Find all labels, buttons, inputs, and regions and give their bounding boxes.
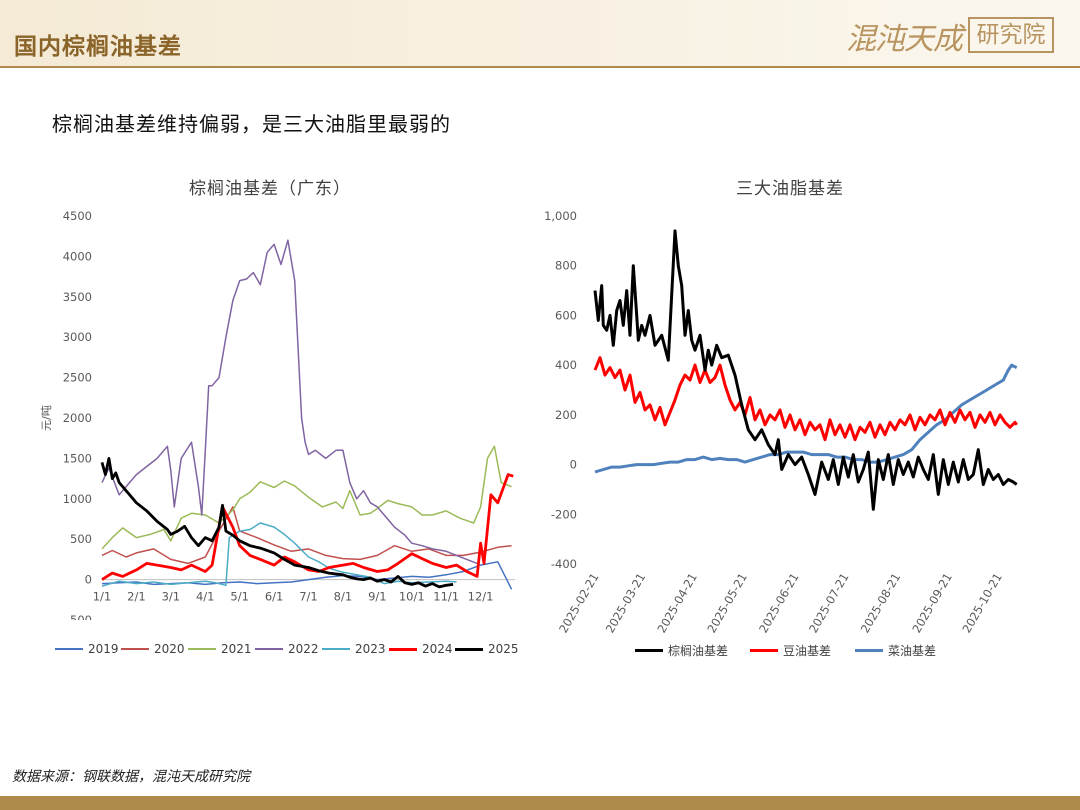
legend-swatch — [855, 649, 883, 652]
y-tick-label: 800 — [555, 259, 577, 273]
brand-box-label: 研究院 — [968, 17, 1054, 53]
y-tick-label: 1000 — [63, 492, 92, 506]
y-tick-label: 4500 — [63, 209, 92, 223]
series-line-2020 — [101, 506, 512, 565]
chart-palm-basis-guangdong: 4500 4000 3500 3000 2500 2000 1500 1000 500 0 -500… — [40, 209, 515, 620]
x-tick-label: 8/1 — [334, 590, 353, 604]
y-tick-label: 1,000 — [544, 209, 577, 223]
legend-left: 2019 2020 2021 2022 2023 2024 2025 — [55, 642, 525, 658]
y-tick-label: 1500 — [63, 451, 92, 465]
legend-swatch — [750, 649, 778, 652]
x-tick-label: 2025-06-21 — [756, 571, 802, 636]
brand-logo: 混沌天成 研究院 — [838, 10, 1060, 60]
chart-title-left: 棕榈油基差（广东） — [189, 179, 351, 199]
legend-item-2022: 2022 — [255, 642, 319, 656]
series-line-2025 — [100, 456, 454, 589]
legend-label: 2024 — [422, 642, 453, 656]
x-tick-label: 2025-10-21 — [959, 571, 1005, 636]
x-tick-label: 2025-08-21 — [858, 571, 904, 636]
y-tick-label: 2500 — [63, 371, 92, 385]
y-tick-label: 0 — [85, 573, 92, 587]
series-line-2019 — [101, 561, 513, 590]
x-tick-label: 2025-03-21 — [603, 571, 649, 636]
y-tick-label: 3000 — [63, 330, 92, 344]
header-bar — [0, 0, 1080, 66]
legend-swatch — [322, 648, 350, 650]
legend-label: 2020 — [154, 642, 185, 656]
legend-right: 棕榈油基差 豆油基差 菜油基差 — [635, 642, 965, 658]
y-tick-label: 4000 — [63, 249, 92, 263]
legend-swatch — [255, 648, 283, 650]
footer-bar — [0, 796, 1080, 810]
y-tick-label: 3500 — [63, 290, 92, 304]
brand-name: 混沌天成 — [846, 22, 963, 57]
legend-item-菜油基差: 菜油基差 — [855, 642, 936, 659]
legend-swatch — [635, 649, 663, 652]
x-tick-label: 9/1 — [368, 590, 387, 604]
legend-label: 2022 — [288, 642, 319, 656]
legend-swatch — [455, 647, 483, 651]
legend-swatch — [389, 647, 417, 651]
x-tick-label: 3/1 — [162, 590, 181, 604]
x-tick-label: 2025-05-21 — [704, 571, 750, 636]
header-divider — [0, 66, 1080, 68]
x-tick-label: 6/1 — [265, 590, 284, 604]
page-title: 国内棕榈油基差 — [14, 33, 182, 60]
legend-item-棕榈油基差: 棕榈油基差 — [635, 642, 728, 659]
x-tick-label: 5/1 — [230, 590, 249, 604]
legend-item-2020: 2020 — [121, 642, 185, 656]
legend-item-2024: 2024 — [389, 642, 453, 656]
y-tick-label: -500 — [66, 613, 92, 620]
legend-label: 2025 — [488, 642, 519, 656]
y-tick-label: 0 — [570, 458, 577, 472]
legend-swatch — [188, 648, 216, 650]
y-tick-label: -200 — [551, 507, 577, 521]
y-tick-label: 400 — [555, 358, 577, 372]
legend-item-2023: 2023 — [322, 642, 386, 656]
legend-label: 2023 — [355, 642, 386, 656]
legend-label: 菜油基差 — [888, 644, 937, 658]
legend-item-2019: 2019 — [55, 642, 119, 656]
x-tick-label: 12/1 — [468, 590, 494, 604]
series-line-棕榈油基差 — [593, 229, 1018, 511]
y-tick-label: -400 — [551, 557, 577, 571]
legend-swatch — [55, 648, 83, 650]
legend-item-2021: 2021 — [188, 642, 252, 656]
x-tick-label: 2025-07-21 — [806, 571, 852, 636]
x-tick-label: 2025-02-21 — [556, 571, 602, 636]
series-line-2021 — [101, 445, 512, 550]
legend-item-2025: 2025 — [455, 642, 519, 656]
x-tick-label: 2025-09-21 — [909, 571, 955, 636]
x-tick-label: 4/1 — [196, 590, 215, 604]
data-source: 数据来源：钢联数据，混沌天成研究院 — [12, 769, 250, 785]
legend-label: 棕榈油基差 — [668, 644, 729, 658]
y-tick-label: 200 — [555, 408, 577, 422]
legend-swatch — [121, 648, 149, 650]
series-line-菜油基差 — [594, 363, 1018, 474]
series-line-2022 — [101, 239, 478, 565]
legend-label: 2019 — [88, 642, 119, 656]
chart-title-right: 三大油脂基差 — [736, 179, 844, 199]
slide-subtitle: 棕榈油基差维持偏弱，是三大油脂里最弱的 — [52, 112, 451, 136]
legend-item-豆油基差: 豆油基差 — [750, 642, 831, 659]
x-tick-label: 1/1 — [93, 590, 112, 604]
x-tick-label: 10/1 — [399, 590, 425, 604]
series-line-豆油基差 — [593, 356, 1018, 442]
y-tick-label: 600 — [555, 308, 577, 322]
y-tick-label: 500 — [70, 532, 92, 546]
x-tick-label: 2/1 — [127, 590, 146, 604]
x-tick-label: 2025-04-21 — [654, 571, 700, 636]
x-tick-label: 11/1 — [433, 590, 459, 604]
legend-label: 豆油基差 — [783, 644, 832, 658]
y-tick-label: 2000 — [63, 411, 92, 425]
legend-label: 2021 — [221, 642, 252, 656]
y-axis-label: 元/吨 — [40, 405, 53, 431]
x-tick-label: 7/1 — [299, 590, 318, 604]
